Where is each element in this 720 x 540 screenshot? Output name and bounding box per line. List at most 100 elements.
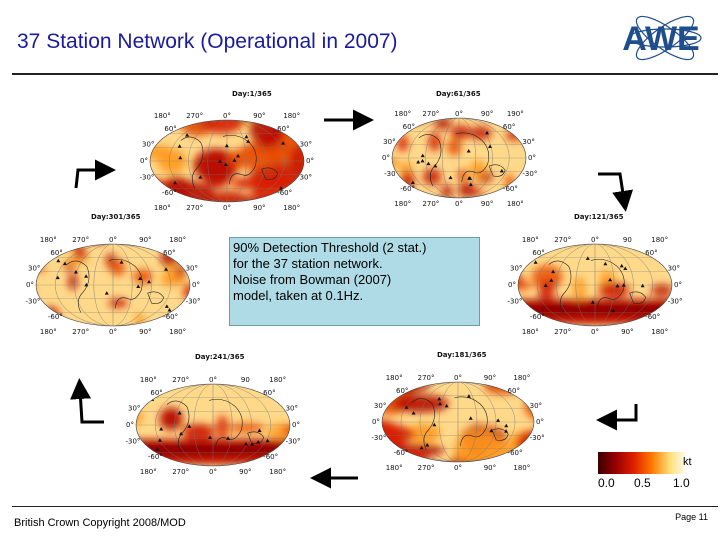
left-lat-tick: -60° bbox=[530, 313, 545, 321]
top-lon-tick: 270° bbox=[554, 236, 571, 244]
callout-line-1: 90% Detection Threshold (2 stat.) bbox=[233, 240, 427, 255]
right-lat-tick: -60° bbox=[163, 313, 178, 321]
bottom-lon-tick: 90° bbox=[139, 328, 151, 336]
bottom-lon-tick: 180° bbox=[522, 328, 539, 336]
arrow-day61-to-day121 bbox=[598, 172, 634, 212]
left-lat-tick: -60° bbox=[162, 189, 177, 197]
bottom-lon-tick: 180° bbox=[154, 204, 171, 212]
top-lon-tick: 270° bbox=[422, 110, 439, 118]
colorbar-tick-1: 0.5 bbox=[634, 476, 651, 490]
right-lat-tick: 60° bbox=[645, 249, 657, 257]
bottom-lon-tick: 0° bbox=[109, 328, 117, 336]
bottom-lon-tick: 180° bbox=[513, 464, 530, 472]
top-lon-tick: 180° bbox=[40, 236, 57, 244]
bottom-lon-tick: 0° bbox=[454, 464, 462, 472]
top-lon-tick: 0° bbox=[223, 112, 231, 120]
right-lat-tick: -30° bbox=[530, 434, 545, 442]
left-lat-tick: -60° bbox=[48, 313, 63, 321]
bottom-lon-tick: 90° bbox=[239, 468, 251, 476]
bottom-lon-tick: 90° bbox=[621, 328, 633, 336]
bottom-lon-tick: 180° bbox=[651, 328, 668, 336]
right-lat-tick: 30° bbox=[668, 265, 680, 273]
left-lat-tick: 0° bbox=[382, 154, 390, 162]
bottom-lon-tick: 0° bbox=[209, 468, 217, 476]
top-lon-tick: 180° bbox=[283, 112, 300, 120]
bottom-lon-tick: 270° bbox=[422, 200, 439, 208]
left-lat-tick: -30 bbox=[384, 170, 395, 178]
top-lon-tick: 90° bbox=[484, 374, 496, 382]
bottom-lon-tick: 90° bbox=[484, 464, 496, 472]
right-lat-tick: 0° bbox=[192, 281, 200, 289]
left-lat-tick: 60° bbox=[396, 387, 408, 395]
arrow-day121-to-day181 bbox=[596, 404, 638, 431]
bottom-lon-tick: 0° bbox=[591, 328, 599, 336]
right-lat-tick: -30° bbox=[286, 437, 301, 445]
top-lon-tick: 190° bbox=[507, 110, 524, 118]
right-lat-tick: 30° bbox=[186, 265, 198, 273]
left-lat-tick: 30° bbox=[142, 141, 154, 149]
arrow-day241-to-day301 bbox=[70, 378, 104, 424]
callout-line-3: Noise from Bowman (2007) bbox=[233, 272, 392, 287]
right-lat-tick: -60° bbox=[645, 313, 660, 321]
top-lon-tick: 270° bbox=[72, 236, 89, 244]
colorbar bbox=[598, 452, 688, 474]
left-lat-tick: 60° bbox=[50, 249, 62, 257]
left-lat-tick: 60° bbox=[532, 249, 544, 257]
bottom-lon-tick: 0° bbox=[223, 204, 231, 212]
colorbar-tick-2: 1.0 bbox=[673, 476, 690, 490]
top-lon-tick: 270° bbox=[418, 374, 435, 382]
top-lon-tick: 90° bbox=[253, 112, 265, 120]
threshold-map-day1: 180° 270° 0° 90° 180° 180° 270° 0° 90° 180° 60° 30°… bbox=[139, 112, 313, 212]
awe-atom-logo: AWE bbox=[622, 15, 702, 61]
threshold-map-day121: 180° 270° 0° 90 180° 180° 270° 0° 90° 180° 60° 30° 0… bbox=[507, 236, 683, 336]
page-number: Page 11 bbox=[675, 512, 708, 522]
copyright-notice: British Crown Copyright 2008/MOD bbox=[14, 517, 186, 529]
bottom-lon-tick: 0° bbox=[455, 200, 463, 208]
right-lat-tick: 30° bbox=[300, 173, 312, 181]
right-lat-tick: 60° bbox=[508, 387, 520, 395]
right-lat-tick: 30° bbox=[522, 138, 534, 146]
top-lon-tick: 180° bbox=[522, 236, 539, 244]
bottom-lon-tick: 180° bbox=[40, 328, 57, 336]
left-lat-tick: 30° bbox=[374, 402, 386, 410]
right-lat-tick: 0° bbox=[536, 418, 544, 426]
slide-title: 37 Station Network (Operational in 2007) bbox=[17, 30, 398, 53]
footer-divider bbox=[12, 506, 718, 507]
right-lat-tick: -30° bbox=[668, 297, 683, 305]
top-lon-tick: 180° bbox=[169, 236, 186, 244]
title-divider bbox=[12, 73, 718, 75]
left-lat-tick: 0° bbox=[508, 281, 516, 289]
top-lon-tick: 180° bbox=[386, 374, 403, 382]
threshold-map-day241: 180° 270° 0° 90 180° 180° 270° 0° 90° 180° 60° 30° 0… bbox=[125, 376, 301, 476]
logo-text: AWE bbox=[622, 20, 699, 58]
top-lon-tick: 0° bbox=[209, 376, 217, 384]
top-lon-tick: 0° bbox=[454, 374, 462, 382]
top-lon-tick: 180° bbox=[269, 376, 286, 384]
callout-line-2: for the 37 station network. bbox=[233, 256, 383, 271]
left-lat-tick: 30° bbox=[510, 265, 522, 273]
bottom-lon-tick: 90° bbox=[481, 200, 493, 208]
right-lat-tick: 60° bbox=[277, 125, 289, 133]
detection-threshold-callout: 90% Detection Threshold (2 stat.) for th… bbox=[229, 237, 480, 326]
threshold-map-day61: 180° 270° 0° 90° 190° 180° 270° 0° 90° 180° 60° 30°… bbox=[382, 110, 537, 208]
callout-line-4: model, taken at 0.1Hz. bbox=[233, 288, 364, 303]
right-lat-tick: 30° bbox=[300, 141, 312, 149]
bottom-lon-tick: 90° bbox=[253, 204, 265, 212]
left-lat-tick: -30° bbox=[25, 297, 40, 305]
bottom-lon-tick: 270° bbox=[72, 328, 89, 336]
top-lon-tick: 90° bbox=[481, 110, 493, 118]
bottom-lon-tick: 180° bbox=[507, 200, 524, 208]
left-lat-tick: -60° bbox=[148, 453, 163, 461]
left-lat-tick: 60° bbox=[150, 389, 162, 397]
left-lat-tick: -60° bbox=[394, 449, 409, 457]
left-lat-tick: -30° bbox=[507, 297, 522, 305]
top-lon-tick: 180° bbox=[651, 236, 668, 244]
bottom-lon-tick: 270° bbox=[554, 328, 571, 336]
left-lat-tick: 60° bbox=[403, 123, 415, 131]
top-lon-tick: 90 bbox=[241, 376, 250, 384]
map-label-day301: Day:301/365 bbox=[91, 213, 141, 221]
top-lon-tick: 180° bbox=[513, 374, 530, 382]
map-label-day61: Day:61/365 bbox=[436, 90, 481, 98]
right-lat-tick: -60° bbox=[277, 189, 292, 197]
right-lat-tick: 0° bbox=[292, 421, 300, 429]
